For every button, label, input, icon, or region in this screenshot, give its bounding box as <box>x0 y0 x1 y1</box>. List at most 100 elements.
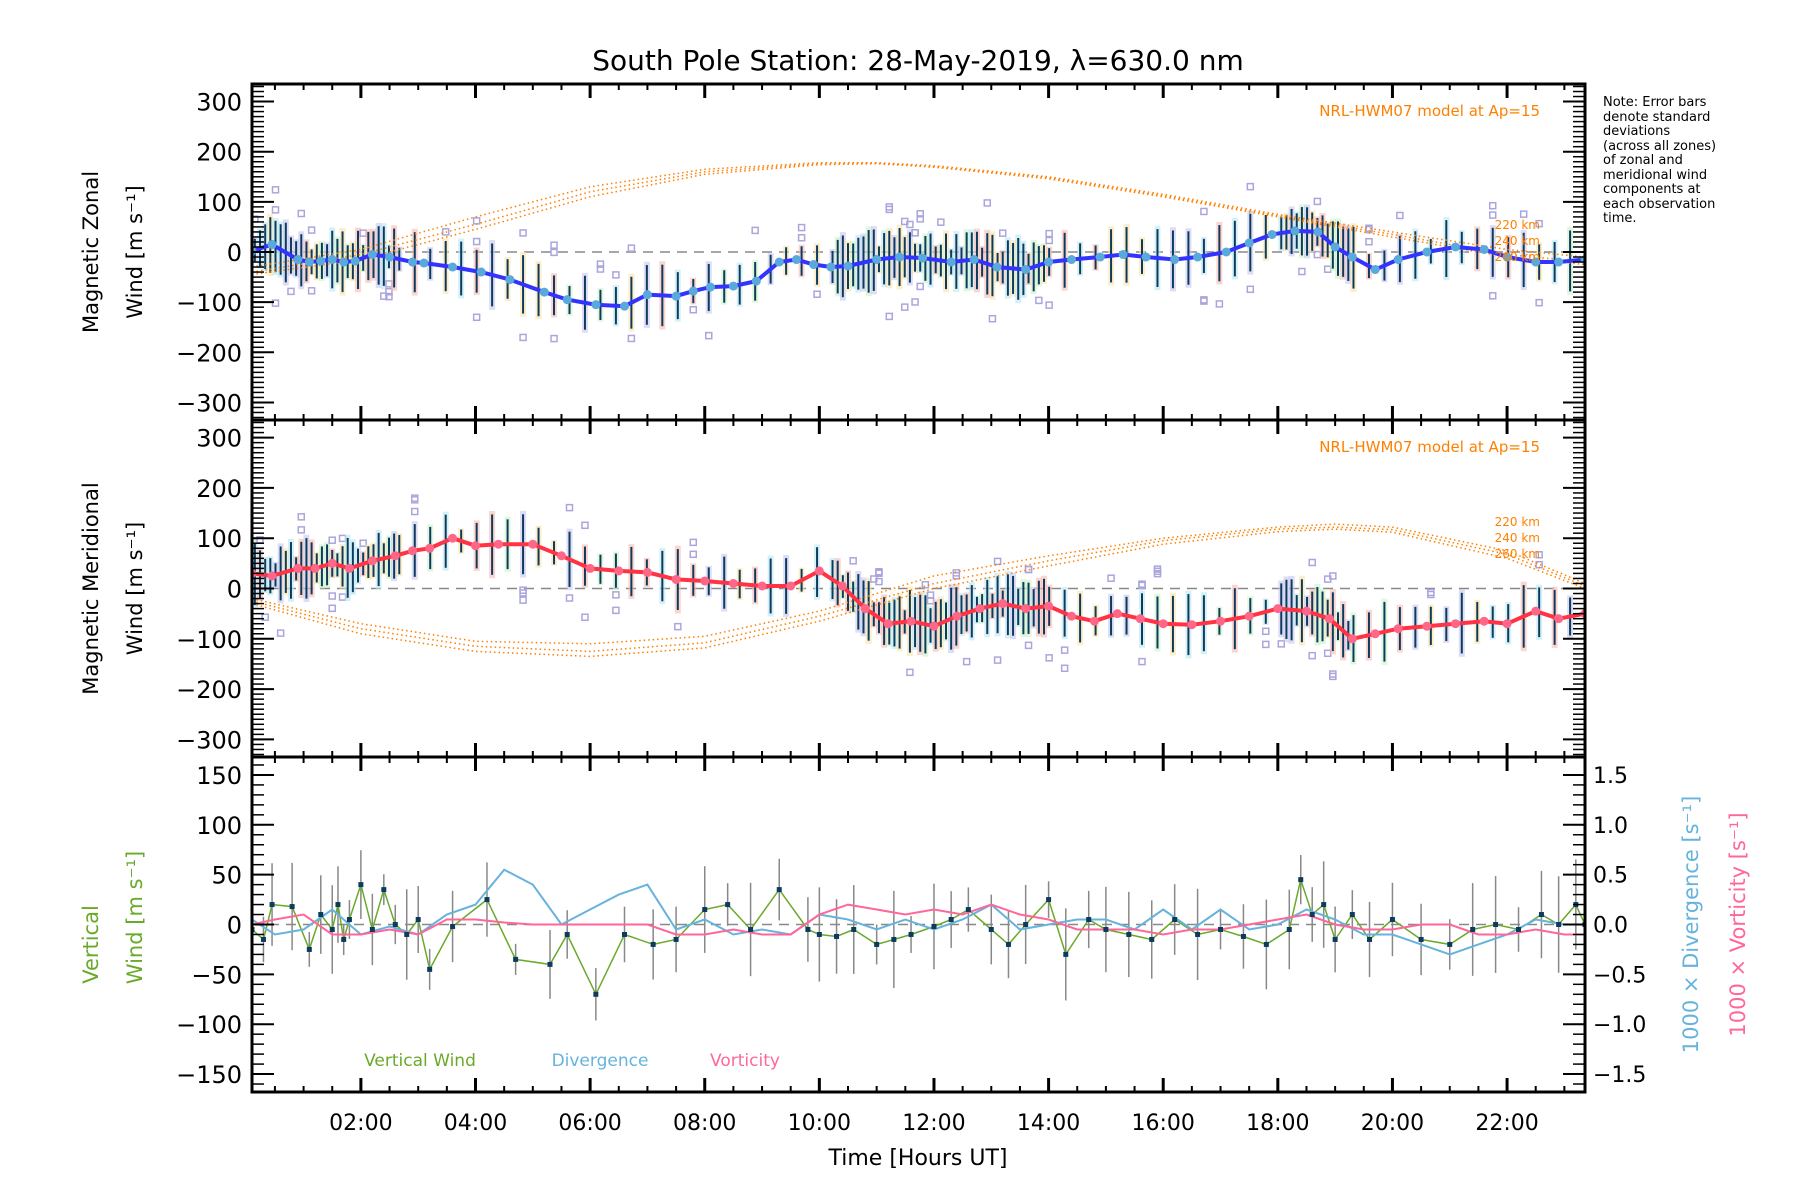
vertical-wind-point <box>318 912 324 918</box>
mean-wind-point <box>843 261 853 271</box>
y2-tick-label: −1.5 <box>1593 1063 1646 1088</box>
vertical-wind-point <box>450 923 456 929</box>
zone-point <box>271 186 280 194</box>
zone-point <box>962 657 971 666</box>
mean-wind-point <box>791 255 801 265</box>
zone-point <box>411 496 419 504</box>
zone-point <box>627 334 636 343</box>
zone-point <box>385 288 393 296</box>
mean-wind-point <box>952 611 962 621</box>
y-axis-label-line2: Wind [m s⁻¹] <box>123 522 147 655</box>
vertical-wind-point <box>1538 912 1544 918</box>
mean-wind-point <box>448 262 458 272</box>
mean-wind-point <box>671 574 681 584</box>
mean-wind-point <box>1450 619 1460 629</box>
mean-wind-point <box>339 257 349 267</box>
mean-wind-point <box>992 262 1002 272</box>
vertical-wind-point <box>1103 926 1109 932</box>
x-tick-label: 06:00 <box>558 1111 621 1136</box>
zone-point <box>519 229 527 237</box>
series-line-vorticity <box>252 903 1585 936</box>
vertical-wind-point <box>341 936 347 942</box>
zone-point <box>1246 182 1255 191</box>
vertical-wind-point <box>673 936 679 942</box>
model-altitude-label: 220 km <box>1495 218 1540 232</box>
mean-wind-point <box>946 257 956 267</box>
vertical-wind-point <box>988 926 994 932</box>
mean-wind-point <box>728 281 738 291</box>
zone-point <box>1246 285 1255 294</box>
zone-point <box>1323 649 1332 658</box>
mean-wind-point <box>1313 227 1323 237</box>
y-axis-label-line2: Wind [m s⁻¹] <box>123 185 147 318</box>
vertical-wind-point <box>702 907 708 913</box>
mean-wind-point <box>1502 619 1512 629</box>
y-tick-label: −50 <box>191 961 242 989</box>
vertical-wind-point <box>1240 933 1246 939</box>
zone-point <box>328 536 336 544</box>
zone-point <box>998 229 1007 237</box>
mean-wind-point <box>407 546 417 556</box>
zone-point <box>550 241 558 249</box>
vertical-wind-point <box>346 917 352 923</box>
zone-point <box>1200 207 1208 216</box>
zone-point <box>472 313 481 322</box>
x-tick-label: 22:00 <box>1475 1111 1538 1136</box>
y2-label-divergence: 1000 × Divergence [s⁻¹] <box>1679 796 1703 1054</box>
zone-point <box>1308 558 1316 567</box>
mean-wind-point <box>350 256 360 266</box>
y-tick-label: 200 <box>196 475 242 503</box>
model-curve-240km <box>252 162 1585 273</box>
mean-wind-point <box>1170 255 1180 265</box>
zone-point <box>1329 572 1337 580</box>
mean-wind-point <box>1044 257 1054 267</box>
vertical-wind-point <box>908 931 914 937</box>
zone-point <box>1200 296 1208 304</box>
y-tick-label: 300 <box>196 425 242 453</box>
mean-wind-point <box>425 543 435 553</box>
mean-wind-point <box>1479 616 1489 626</box>
vertical-wind-point <box>816 931 822 937</box>
vertical-wind-point <box>269 902 275 908</box>
zone-point <box>307 226 316 234</box>
mean-wind-point <box>1187 620 1197 630</box>
zone-point <box>519 586 527 594</box>
zone-point <box>993 656 1002 664</box>
vertical-wind-point <box>1063 951 1069 957</box>
zone-point <box>797 223 806 232</box>
vertical-wind-point <box>891 936 897 942</box>
vertical-wind-point <box>427 966 433 972</box>
mean-wind-point <box>1021 604 1031 614</box>
mean-wind-point <box>1554 257 1564 267</box>
legend-item: Vertical Wind <box>364 1051 476 1071</box>
vertical-wind-point <box>851 926 857 932</box>
model-curve-260km <box>252 162 1585 276</box>
mean-wind-point <box>969 255 979 265</box>
y-tick-label: 100 <box>196 189 242 217</box>
mean-wind-point <box>906 616 916 626</box>
x-tick-label: 10:00 <box>788 1111 851 1136</box>
zone-point <box>875 577 883 586</box>
zone-point <box>1365 237 1373 246</box>
zone-point <box>674 622 682 631</box>
vertical-wind-point <box>369 926 375 932</box>
mean-wind-point <box>1531 257 1541 267</box>
x-tick-label: 20:00 <box>1361 1111 1424 1136</box>
y-tick-label: 100 <box>196 525 242 553</box>
vertical-wind-point <box>289 904 295 910</box>
mean-wind-point <box>1290 226 1300 236</box>
mean-wind-point <box>1273 604 1283 614</box>
mean-wind-point <box>671 291 681 301</box>
model-altitude-label: 260 km <box>1495 250 1540 264</box>
plot-area-vertical <box>252 850 1585 1021</box>
zone-point <box>988 314 997 323</box>
y-tick-label: 150 <box>196 762 242 790</box>
mean-wind-point <box>327 255 337 265</box>
zone-point <box>612 591 620 599</box>
y-tick-label: −200 <box>176 339 242 367</box>
zone-point <box>385 280 393 288</box>
zone-point <box>441 228 450 236</box>
mean-wind-point <box>688 286 698 296</box>
vertical-wind-point <box>415 917 421 923</box>
vertical-wind-point <box>1332 936 1338 942</box>
